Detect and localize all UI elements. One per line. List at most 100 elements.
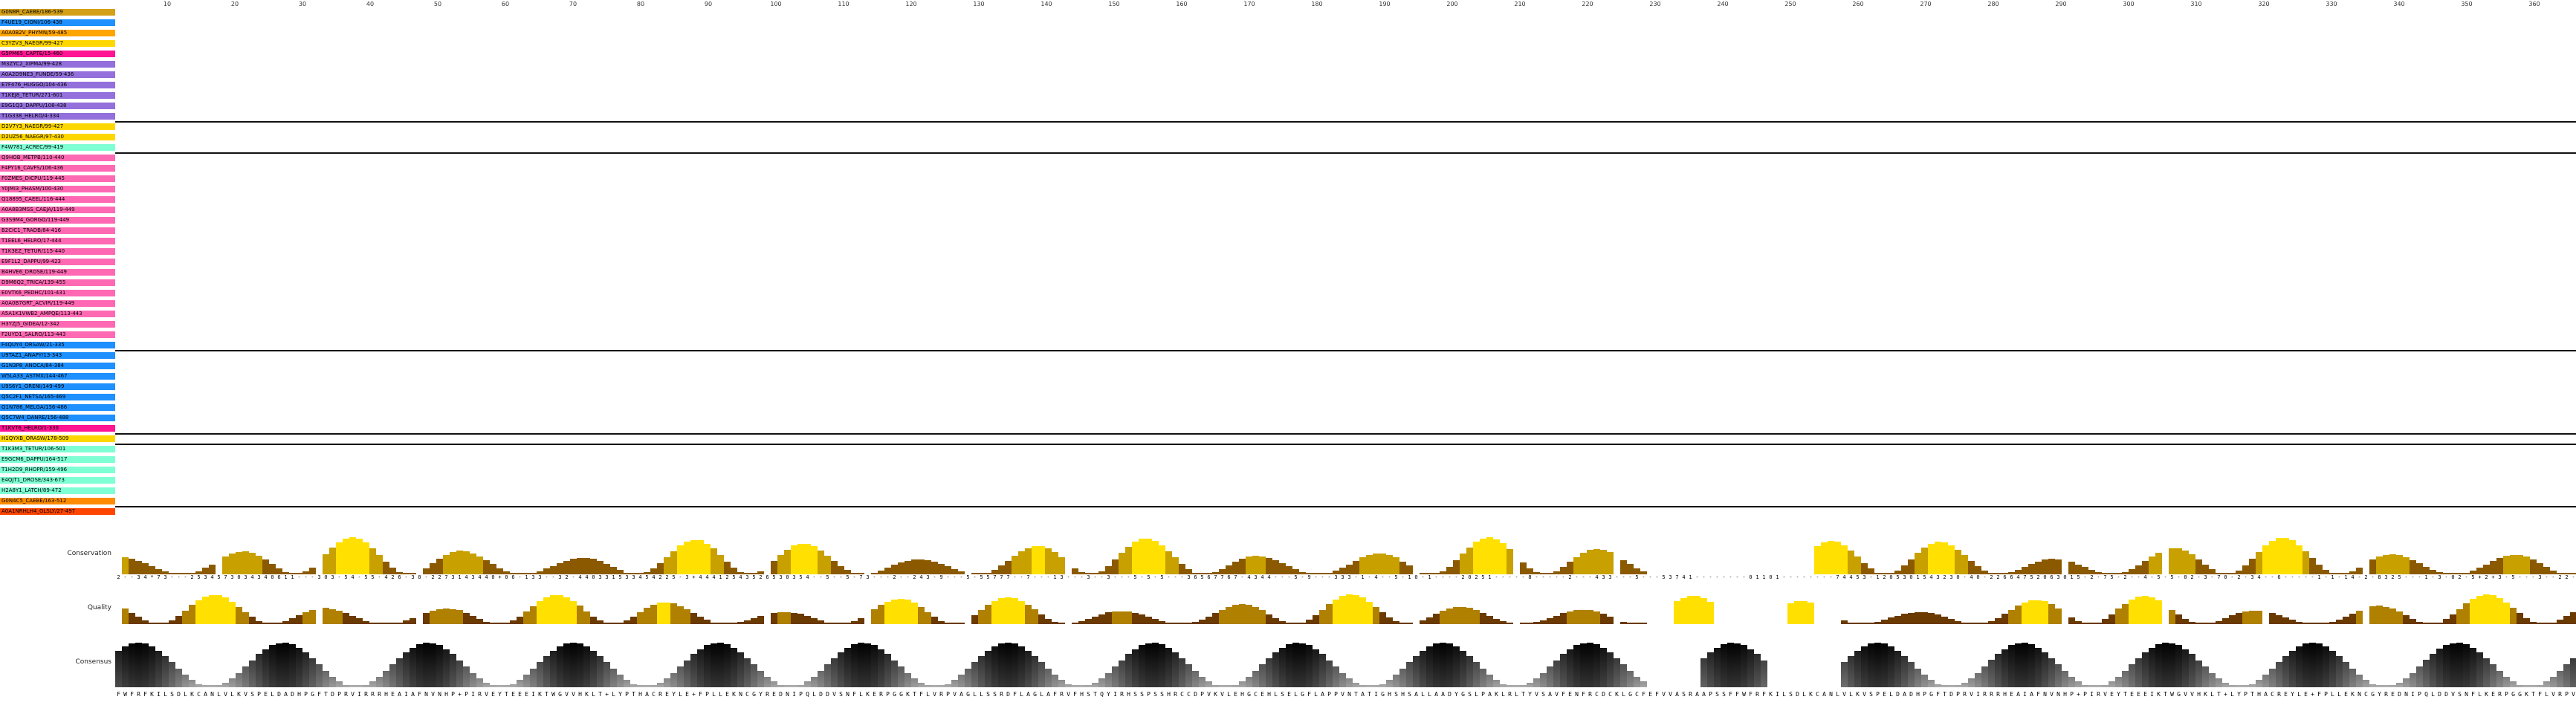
sequence-id[interactable]: E4QJT1_DROSE/343-673 xyxy=(0,477,115,484)
sequence-row[interactable]: N-KYVRSPTAGAEMQG-FNRSAGIALLAFID-TSKLIAEA… xyxy=(115,186,2576,192)
sequence-row[interactable]: FKNVLLE-FLGSYLDAGADHPG-QPRFVEWLPEGAKVLSL… xyxy=(115,30,2576,36)
sequence-row[interactable]: KLATKLVGQLLS-TIAYAVRGMLDAVF-LKYVRSPTAGAE… xyxy=(115,498,2576,504)
sequence-id[interactable]: U9S6Y1_ORENI/149-499 xyxy=(0,383,115,390)
sequence-id[interactable]: T1KEJ8_TETUR/271-601 xyxy=(0,92,115,99)
sequence-row[interactable]: FIDQTSK-IAEALGLSVPHCTL-FAKRVAAGKLQSSY-KF… xyxy=(115,227,2576,234)
sequence-row[interactable]: MFLGSYLDAGADHP-FQPRFVEWLPEGAK-LSLGAMPALK… xyxy=(115,40,2576,47)
sequence-row[interactable]: NCRFGGLLADSLL-AVEFGFVKLATKLV-QLLSPTIAYAV… xyxy=(115,467,2576,473)
sequence-id[interactable]: E9G1Q3_DAPPU/108-438 xyxy=(0,103,115,109)
sequence-id[interactable]: G3S9M4_GORGO/119-449 xyxy=(0,217,115,224)
sequence-row[interactable]: SYVKF-TLAALPQIVKEVAA-SLAGLLSTDVDKQK-RAEG… xyxy=(115,279,2576,286)
sequence-id[interactable]: D2UZ56_NAEGR/97-430 xyxy=(0,134,115,140)
sequence-row[interactable]: FPAWLAFVVF-FKLSDILQCFKNVL-EMFLGSYLDAGADH… xyxy=(115,352,2576,359)
sequence-id[interactable]: F4UE19_CIONI/106-438 xyxy=(0,19,115,26)
sequence-row[interactable]: KAV-FGFVKLATKLVGQL-SPTIAYAVRGMLDA-FNLKYV… xyxy=(115,134,2576,140)
sequence-row[interactable]: GMLDAVFNL-YVRSPTAGAEMQGV-NRSAGIALLAFIDQ-… xyxy=(115,175,2576,182)
sequence-id[interactable]: A0A0B7GRT_ACVIR/119-449 xyxy=(0,300,115,307)
sequence-id[interactable]: F0ZMES_DICPU/119-445 xyxy=(0,175,115,182)
sequence-row[interactable]: GNCR-GGLLADSLLKAVEFGFVKLAT-LVGQLLSPTIAYA… xyxy=(115,113,2576,120)
sequence-row[interactable]: GQLL-PTIAYAVRGMLDAV-NLKYVRSPTAGAEM-GVFNR… xyxy=(115,508,2576,515)
track-bar xyxy=(376,623,383,624)
sequence-id[interactable]: D2V7Y3_NAEGR/99-427 xyxy=(0,123,115,130)
sequence-id[interactable]: H3YZJ5_GIDEA/12-342 xyxy=(0,321,115,328)
sequence-id[interactable]: Q5C2F1_NETSA/165-469 xyxy=(0,394,115,400)
sequence-id[interactable]: E9GCM6_DAPPU/164-517 xyxy=(0,456,115,463)
sequence-id[interactable]: T1G338_HELRO/4-334 xyxy=(0,113,115,120)
sequence-id[interactable]: T1KVT6_HELRO/1-330 xyxy=(0,425,115,432)
sequence-id[interactable]: G1N3P8_ANOCA/84-384 xyxy=(0,363,115,369)
sequence-row[interactable]: LLADSLLKAVE-GFVKLATKLVGQLL-PTIAYAVRGMLDA… xyxy=(115,123,2576,130)
sequence-id[interactable]: Q5C7W4_DANRE/156-488 xyxy=(0,415,115,421)
sequence-row[interactable]: VLSLGAM-ALKAHLHSESWYGNCRFGGLL-DSLLKAVEFG… xyxy=(115,435,2576,442)
sequence-row[interactable]: LHSE-WYGNCRFGGLLADS-LKAVEFGFVKLATK-VGQLL… xyxy=(115,103,2576,109)
sequence-id[interactable]: T1H2D9_RHOPR/159-496 xyxy=(0,467,115,473)
sequence-id[interactable]: T1K3EZ_TETUR/115-440 xyxy=(0,248,115,255)
sequence-row[interactable]: LSVPHCTLHFAKRVAAGKLQS-YVKFDTLAALPQIV-EVA… xyxy=(115,248,2576,255)
sequence-row[interactable]: -QPRFVEWLPEGAKV-SLGAMPALKAHLHS-SWYGNCRFG… xyxy=(115,415,2576,421)
sequence-row[interactable]: LADSLLKAVEFGFVKLATKL-GQLLSPTIAYAVRG-LDAV… xyxy=(115,477,2576,484)
sequence-id[interactable]: Q1N786_MELGA/156-486 xyxy=(0,404,115,411)
sequence-id[interactable]: G0N8R_CAEBE/186-539 xyxy=(0,9,115,16)
sequence-row[interactable]: PTAGAEMQ-VFNRSAGIALLAFI-QTSKLIAEALGLSV-H… xyxy=(115,196,2576,203)
sequence-row[interactable]: VV-IFKLSDILQCFKNV-LEMFLGSYLDAGAD-PGFQPRF… xyxy=(115,363,2576,369)
sequence-row[interactable]: KNVLLEMFLGSYLDAG-DHPGFQPRFVEWLP-GAKVLSLG… xyxy=(115,383,2576,390)
sequence-row[interactable]: EWLPEGAKVLSLG-MPALKAHLHSESWYGNCRFGG-LADS… xyxy=(115,71,2576,78)
sequence-row[interactable]: SDILQCFKN-LLEMFLGSYLDAGA-HPGFQPRFVEWLPE-… xyxy=(115,373,2576,380)
sequence-row[interactable]: LRA-GVAAWLAYVGFPAW-AFVVFIFKLSDILQ-FKNVLL… xyxy=(115,331,2576,338)
sequence-row[interactable]: VKEVAARSLAGL-STDVDKQKLRAEGVAAWLAYV-FPAWL… xyxy=(115,300,2576,307)
sequence-row[interactable]: LAALPQIVKEVA-RSLAGLLSTDVDKQ-LRAEGVAAWLAY… xyxy=(115,290,2576,296)
sequence-row[interactable]: VKLATKLVGQ-LSPTIAYAVRGMLD-VFNLKYVRSPTAGA… xyxy=(115,144,2576,151)
sequence-id[interactable]: A5A1K1VWB2_AMPQE/113-443 xyxy=(0,311,115,317)
sequence-id[interactable]: D9M6Q2_TRICA/139-455 xyxy=(0,279,115,286)
alignment-grid[interactable]: -VVFIFKLSDILQCF-NVLLEMFLGSYLDA-ADHPGFQPR… xyxy=(115,9,2576,533)
sequence-id[interactable]: Y0JMI3_PHASM/100-430 xyxy=(0,186,115,192)
sequence-id[interactable]: F4W781_ACREC/99-419 xyxy=(0,144,115,151)
sequence-row[interactable]: DAGADH-GFQPRFVEWLPEGA-VLSLGAMPALKAHL-SES… xyxy=(115,51,2576,57)
sequence-row[interactable]: TI-YAVRGMLDAVFNLK-VRSPTAGAEMQGVFNRSAGIA-… xyxy=(115,165,2576,172)
sequence-id[interactable]: A0A0B2V_PHYMN/59-485 xyxy=(0,30,115,36)
sequence-id[interactable]: F2UYD1_SALRO/113-443 xyxy=(0,331,115,338)
sequence-row[interactable]: SLAG-LSTDVDKQKLRAEG-AAWLAYVGFPAWLA-VVFIF… xyxy=(115,311,2576,317)
sequence-id[interactable]: H1QYXB_ORASW/178-509 xyxy=(0,435,115,442)
sequence-row[interactable]: QGVFNRSA-IALLAFIDQTSKLIAEALGLS-PHCTLHFAK… xyxy=(115,207,2576,213)
sequence-id[interactable]: M3ZYC2_XIPMA/99-428 xyxy=(0,61,115,68)
sequence-id[interactable]: E0VTK6_PEDHC/101-431 xyxy=(0,290,115,296)
sequence-row[interactable]: MPALKAHLHSES-YGNCRFGGLLADSL-KAVEFGFVKLAT… xyxy=(115,92,2576,99)
sequence-row[interactable]: KVLSL-AMPALKAHLHSESW-GNCRFGGLLADSLL-AVEF… xyxy=(115,82,2576,88)
sequence-id[interactable]: B4HVE6_DROSE/119-449 xyxy=(0,269,115,276)
sequence-id[interactable]: A0A2D9NE3_FUNDE/59-436 xyxy=(0,71,115,78)
sequence-id[interactable]: A0A1NRHLH4_GLSLY/27-497 xyxy=(0,508,115,515)
sequence-id[interactable]: B2CIC1_TRADB/84-416 xyxy=(0,227,115,234)
sequence-row[interactable]: -VVFIFKLSDILQCF-NVLLEMFLGSYLDA-ADHPGFQPR… xyxy=(115,9,2576,16)
sequence-row[interactable]: LIAEALGLSVPHCT-HFAKRVAAGKLQSS-VKFDTLAALP… xyxy=(115,238,2576,244)
sequence-id[interactable]: W5LA33_ASTMX/144-467 xyxy=(0,373,115,380)
sequence-id[interactable]: E7F476_HUGGO/104-436 xyxy=(0,82,115,88)
sequence-row[interactable]: AAGKLQSSYVKFD-LAALPQIVKEVAAR-LAGLLSTDVDK… xyxy=(115,269,2576,276)
sequence-id[interactable]: Q18895_CAEEL/116-444 xyxy=(0,196,115,203)
sequence-id[interactable]: A0A8B3MSS_CAEJA/119-449 xyxy=(0,207,115,213)
sequence-id[interactable]: G5PM65_CAPTE/15-460 xyxy=(0,51,115,57)
sequence-id[interactable]: T1EEL6_HELRO/17-444 xyxy=(0,238,115,244)
sequence-row[interactable]: VGQLLSPTIAYAVRGML-AVFNLKYVRSPTAG-EMQGVFN… xyxy=(115,155,2576,161)
sequence-row[interactable]: -GIALLAFIDQTSKL-AEALGLSVPHCTLH-AKRVAAGKL… xyxy=(115,217,2576,224)
sequence-id[interactable]: G0N4C5_CAEBE/163-512 xyxy=(0,498,115,504)
sequence-id[interactable]: H2A8Y1_LATCH/89-472 xyxy=(0,487,115,494)
sequence-row[interactable]: AWL-YVGFPAWLAFVVFIFKLSDIL-CFKNVLLEMFLGSY… xyxy=(115,342,2576,348)
sequence-row[interactable]: AGADHPGF-PRFVEWLPEGAKVL-LGAMPALKAHLHSE-W… xyxy=(115,404,2576,411)
sequence-row[interactable]: F-GSYLDAGADHPGFQ-RFVEWLPEGAKVLSLGAMPAL-A… xyxy=(115,394,2576,400)
sequence-row[interactable]: -SDILQCFKNVLLEMFLGSYLD-GADHPGFQPRFVEW-PE… xyxy=(115,19,2576,26)
sequence-id[interactable]: F4QUY4_ORSAW/21-335 xyxy=(0,342,115,348)
sequence-row[interactable]: HSESWY-NCRFGGLLADSLLK-VEFGFVKLATKLVG-LLS… xyxy=(115,456,2576,463)
sequence-row[interactable]: WLPEGAK-LSLGAMPALKAHLH-ESWYGNCRFGGLLA-SL… xyxy=(115,425,2576,432)
sequence-id[interactable]: T1K3M3_TETUR/106-501 xyxy=(0,446,115,452)
sequence-row[interactable]: TDVDKQKLRAE-VAAWLAYVGFPAWL-FVVFIFKLSDILQ… xyxy=(115,321,2576,328)
sequence-id[interactable]: C3YZV3_NAEGR/99-427 xyxy=(0,40,115,47)
sequence-id[interactable]: F4PY16_CAVFS/106-436 xyxy=(0,165,115,172)
sequence-id[interactable]: E9F1L2_DAPPU/99-423 xyxy=(0,259,115,265)
sequence-row[interactable]: LHFAKR-AAGKLQSSYVKFDT-AALPQIVKEVAARSLAGL… xyxy=(115,259,2576,265)
sequence-row[interactable]: PALKAHLHSESWYG-CRFGGLLADSLLKA-EFGFVKLATK… xyxy=(115,446,2576,452)
sequence-row[interactable]: AVEFG-VKLATKLVGQLLSP-IAYAVRGMLDAVFNLKYVR… xyxy=(115,487,2576,494)
sequence-row[interactable]: GFQPRFVEWLPEG-KVLSLGAMPALKAH-HSESWYGNCRF… xyxy=(115,61,2576,68)
sequence-id[interactable]: Q9HOB_METPB/110-440 xyxy=(0,155,115,161)
sequence-id[interactable]: U9TAZ1_ANAPY/13-343 xyxy=(0,352,115,359)
